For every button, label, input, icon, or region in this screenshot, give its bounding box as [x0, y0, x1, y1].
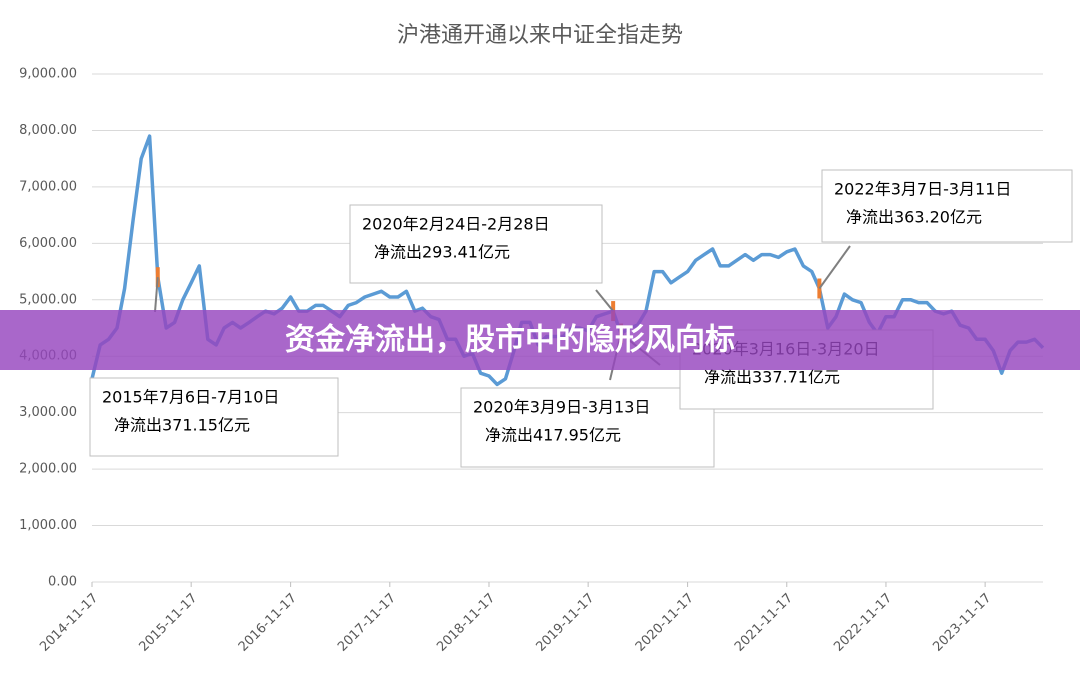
y-tick-label: 6,000.00	[19, 236, 77, 251]
y-tick-label: 1,000.00	[19, 518, 77, 533]
annotation-text: 2020年3月9日-3月13日	[473, 398, 650, 417]
y-tick-label: 5,000.00	[19, 292, 77, 307]
annotation-text: 净流出417.95亿元	[485, 426, 621, 445]
y-tick-label: 3,000.00	[19, 405, 77, 420]
annotation-pointer	[154, 277, 159, 313]
y-tick-label: 8,000.00	[19, 123, 77, 138]
banner-text: 资金净流出，股市中的隐形风向标	[285, 323, 735, 358]
annotation-text: 净流出371.15亿元	[114, 416, 250, 435]
annotation-text: 2015年7月6日-7月10日	[102, 388, 279, 407]
y-tick-label: 0.00	[48, 575, 77, 590]
annotation-pointer	[595, 289, 614, 312]
annotation-box	[89, 377, 339, 457]
annotation-text: 净流出293.41亿元	[374, 243, 510, 262]
banner-band	[0, 310, 1080, 370]
chart-title: 沪港通开通以来中证全指走势	[397, 23, 683, 48]
annotation-box	[821, 169, 1073, 243]
annotation-text: 净流出363.20亿元	[846, 208, 982, 227]
annotation-box	[349, 204, 603, 284]
banner: 资金净流出，股市中的隐形风向标	[0, 310, 1080, 370]
annotation-pointer	[818, 245, 851, 290]
annotation-text: 2022年3月7日-3月11日	[834, 180, 1011, 199]
annotation-text: 2020年2月24日-2月28日	[362, 215, 550, 234]
y-tick-label: 9,000.00	[19, 67, 77, 82]
y-tick-label: 7,000.00	[19, 179, 77, 194]
annotation-text: 净流出337.71亿元	[704, 368, 840, 387]
annotation-box	[460, 387, 715, 468]
y-tick-label: 2,000.00	[19, 462, 77, 477]
